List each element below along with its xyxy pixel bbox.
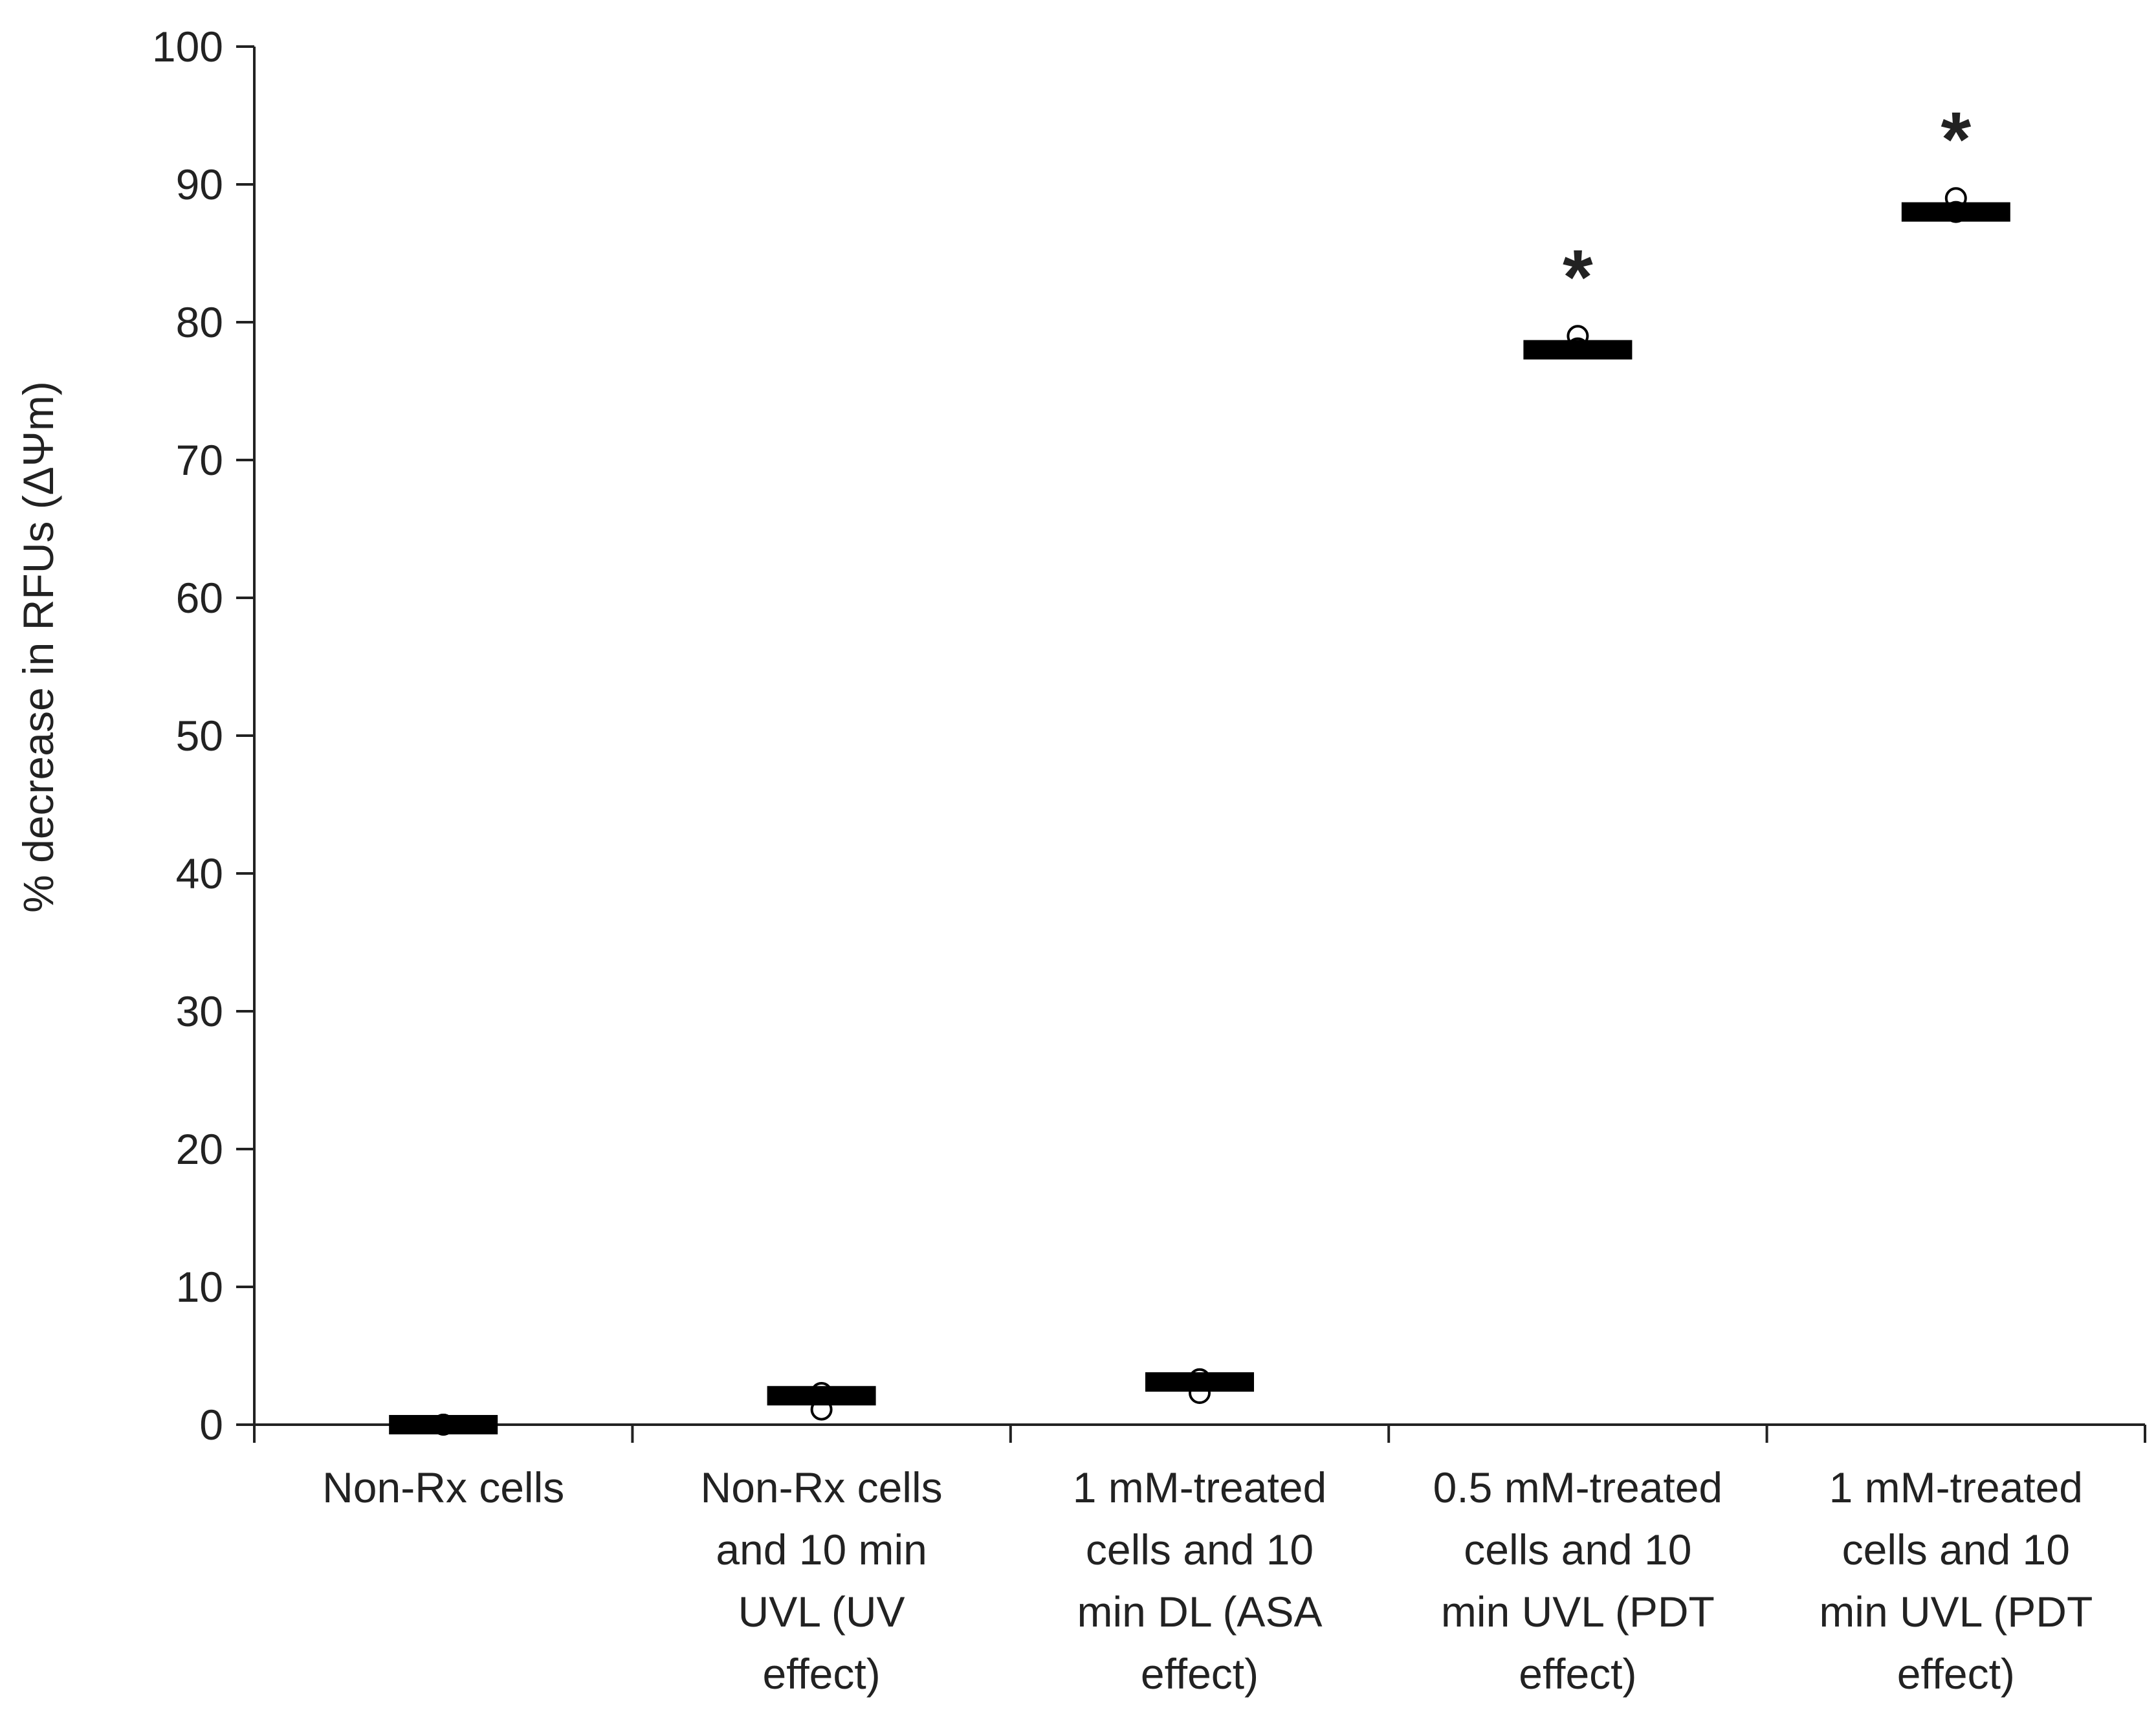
mean-bar	[1523, 340, 1633, 360]
x-category-label-line: cells and 10	[1086, 1526, 1314, 1573]
y-tick-label: 90	[176, 160, 223, 208]
data-point	[810, 1398, 833, 1421]
y-tick-label: 60	[176, 574, 223, 622]
x-category-label-line: and 10 min	[716, 1526, 927, 1573]
y-tick-label: 100	[152, 23, 223, 71]
x-category-label-line: Non-Rx cells	[701, 1463, 943, 1511]
x-category-label-line: 1 mM-treated	[1073, 1463, 1326, 1511]
data-point	[1567, 337, 1589, 360]
y-axis-ticks: 0 10 20 30 40 50 60 70 80 90 100	[152, 23, 254, 1449]
x-category-label-line: effect)	[1519, 1650, 1636, 1698]
x-category-label-line: effect)	[762, 1650, 880, 1698]
x-category-label-line: min UVL (PDT	[1441, 1588, 1715, 1636]
y-tick-label: 0	[199, 1401, 223, 1449]
significance-star: *	[1941, 96, 1971, 182]
x-category-label-line: effect)	[1897, 1650, 2015, 1698]
data-point	[432, 1414, 455, 1436]
mean-bar	[1901, 202, 2010, 222]
y-tick-label: 30	[176, 987, 223, 1035]
x-category-label-line: 1 mM-treated	[1829, 1463, 2083, 1511]
y-tick-label: 70	[176, 436, 223, 484]
y-tick-label: 10	[176, 1263, 223, 1311]
significance-star: *	[1563, 234, 1593, 320]
y-tick-label: 80	[176, 298, 223, 346]
x-category-label-line: cells and 10	[1464, 1526, 1691, 1573]
data-point	[810, 1382, 833, 1405]
x-category-label-line: min UVL (PDT	[1819, 1588, 2093, 1636]
x-category-label: 1 mM-treated cells and 10 min UVL (PDT effe…	[1819, 1463, 2093, 1698]
data-point	[1189, 1382, 1211, 1405]
x-category-label: 0.5 mM-treated cells and 10 min UVL (PDT ef…	[1433, 1463, 1723, 1698]
x-category-label-line: Non-Rx cells	[322, 1463, 564, 1511]
x-category-label-line: 0.5 mM-treated	[1433, 1463, 1723, 1511]
data-point	[1944, 201, 1967, 223]
x-category-label: Non-Rx cells	[322, 1463, 564, 1511]
data-point	[1567, 325, 1589, 347]
y-tick-label: 40	[176, 850, 223, 897]
y-axis-title: % decrease in RFUs (ΔΨm)	[14, 381, 62, 913]
axes	[253, 47, 2145, 1426]
data-point	[1189, 1368, 1211, 1390]
x-axis-ticks: Non-Rx cells Non-Rx cells and 10 min UVL (U…	[253, 1425, 2146, 1698]
y-tick-label: 20	[176, 1125, 223, 1173]
x-category-label-line: min DL (ASA	[1077, 1588, 1323, 1636]
x-category-label-line: effect)	[1141, 1650, 1259, 1698]
data-point	[1944, 187, 1967, 210]
data-marks: **	[389, 96, 2010, 1436]
x-category-label: 1 mM-treated cells and 10 min DL (ASA effec…	[1073, 1463, 1326, 1698]
x-category-label-line: UVL (UV	[738, 1588, 905, 1636]
mean-bar	[389, 1415, 498, 1434]
y-tick-label: 50	[176, 712, 223, 760]
x-category-label: Non-Rx cells and 10 min UVL (UV effect)	[701, 1463, 943, 1698]
x-category-label-line: cells and 10	[1842, 1526, 2070, 1573]
